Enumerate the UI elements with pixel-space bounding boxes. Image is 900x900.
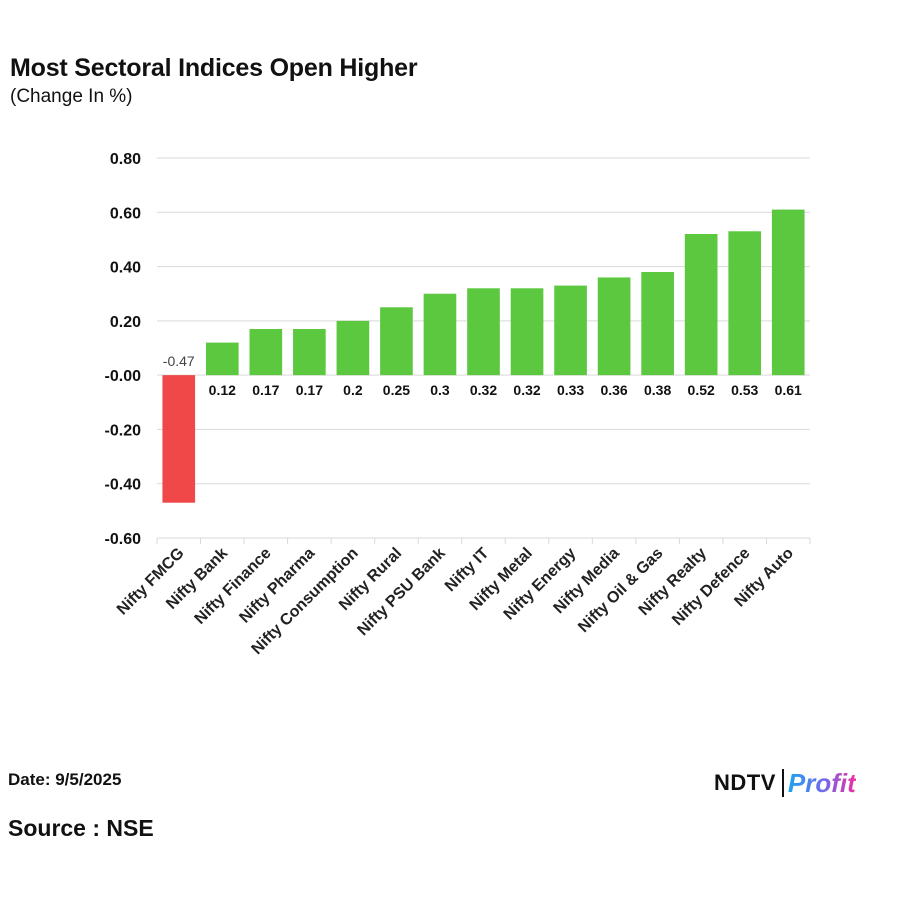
bar: [293, 329, 326, 376]
data-label: 0.25: [383, 382, 410, 398]
data-label: 0.52: [688, 382, 715, 398]
y-axis-ticks: 0.80 0.60 0.40 0.20 -0.00 -0.20 -0.40 -0.60: [105, 151, 142, 548]
bar: [380, 307, 413, 376]
data-label: 0.17: [252, 382, 279, 398]
data-label: -0.47: [163, 353, 195, 369]
data-label: 0.53: [731, 382, 758, 398]
chart-subtitle: (Change In %): [10, 86, 133, 107]
y-tick-label: -0.00: [105, 368, 142, 385]
data-label: 0.38: [644, 382, 671, 398]
y-tick-label: 0.20: [110, 314, 141, 331]
brand-name: NDTV: [714, 770, 776, 795]
bar: [467, 288, 500, 376]
data-label: 0.33: [557, 382, 584, 398]
data-label: 0.61: [775, 382, 802, 398]
data-label: 0.32: [513, 382, 540, 398]
bar: [205, 342, 239, 376]
ndtv-profit-logo: NDTV Profit: [714, 766, 856, 800]
y-tick-label: -0.40: [105, 477, 142, 494]
data-label: 0.36: [600, 382, 627, 398]
y-tick-label: -0.60: [105, 531, 142, 548]
bar: [554, 285, 587, 376]
bar: [728, 231, 762, 376]
brand-product: Profit: [787, 767, 856, 798]
y-tick-label: 0.60: [110, 205, 141, 222]
bars: [162, 209, 805, 503]
y-tick-label: 0.80: [110, 151, 141, 168]
brand-divider: [781, 769, 784, 797]
x-tick-label: Nifty Defence: [669, 545, 753, 629]
data-label: 0.12: [209, 382, 236, 398]
bar: [771, 209, 805, 376]
bar: [641, 272, 674, 376]
bar: [423, 293, 457, 376]
source-label: Source : NSE: [8, 815, 154, 841]
x-tick-label: Nifty Pharma: [236, 545, 318, 627]
bar: [684, 234, 718, 376]
date-label: Date: 9/5/2025: [8, 770, 122, 789]
data-label: 0.32: [470, 382, 497, 398]
data-labels: -0.47 0.12 0.17 0.17 0.2 0.25 0.3 0.32 0.32 0.33 0…: [163, 353, 802, 398]
data-label: 0.17: [296, 382, 323, 398]
chart-title: Most Sectoral Indices Open Higher: [10, 54, 418, 82]
y-tick-label: 0.40: [110, 260, 141, 277]
data-label: 0.2: [343, 382, 363, 398]
bar: [162, 375, 196, 503]
bar: [336, 320, 370, 376]
y-tick-label: -0.20: [105, 422, 142, 439]
bar: [249, 329, 283, 376]
bar: [597, 277, 631, 376]
bar: [510, 288, 544, 376]
data-label: 0.3: [430, 382, 450, 398]
x-tick-label: Nifty Finance: [192, 545, 275, 628]
